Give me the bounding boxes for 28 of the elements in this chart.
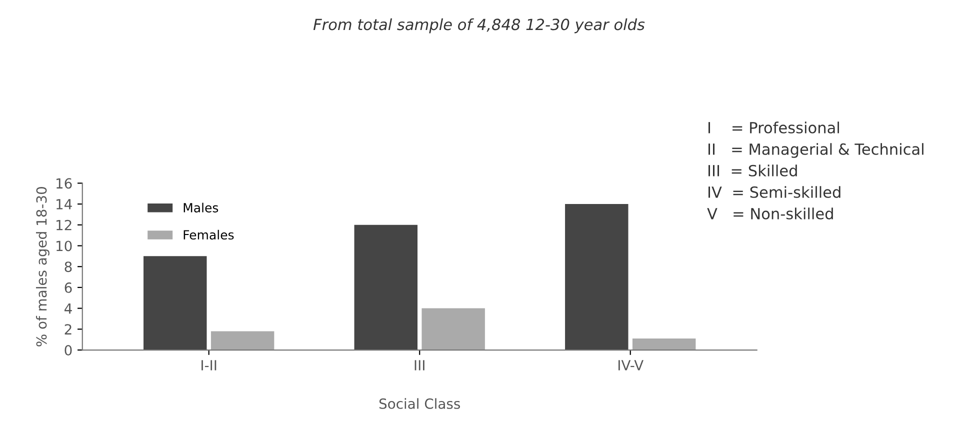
legend-label: Females — [184, 230, 234, 240]
bar — [565, 204, 628, 350]
x-tick-label: III — [414, 360, 424, 370]
x-tick-label: IV-V — [618, 360, 644, 370]
y-tick-label: 8 — [64, 262, 72, 272]
y-tick-label: 10 — [56, 240, 72, 252]
text: II = Managerial & Technical — [708, 143, 924, 158]
y-tick-label: 2 — [64, 324, 72, 334]
bar — [210, 331, 274, 350]
text: I = Professional — [708, 122, 839, 134]
y-tick-label: 12 — [56, 220, 72, 230]
bar — [354, 224, 418, 350]
bar — [632, 338, 696, 350]
x-axis-title: Social Class — [379, 398, 460, 409]
y-tick-label: 16 — [56, 178, 72, 189]
legend-label: Males — [184, 202, 218, 212]
text: III = Skilled — [708, 164, 797, 176]
annotation: IV = Semi-skilled — [708, 186, 840, 198]
y-tick-label: 0 — [64, 344, 72, 356]
bar — [422, 308, 485, 350]
y-axis-title: % of males aged 18-30 — [36, 187, 50, 346]
chart-subtitle: From total sample of 4,848 12-30 year olds — [313, 18, 645, 34]
annotation: V = Non-skilled — [707, 208, 833, 220]
y-tick-label: 6 — [64, 282, 72, 293]
bar — [144, 256, 207, 350]
x-tick-label: I-II — [202, 360, 216, 370]
y-tick-label: 14 — [56, 199, 72, 210]
y-tick-label: 4 — [64, 303, 72, 314]
